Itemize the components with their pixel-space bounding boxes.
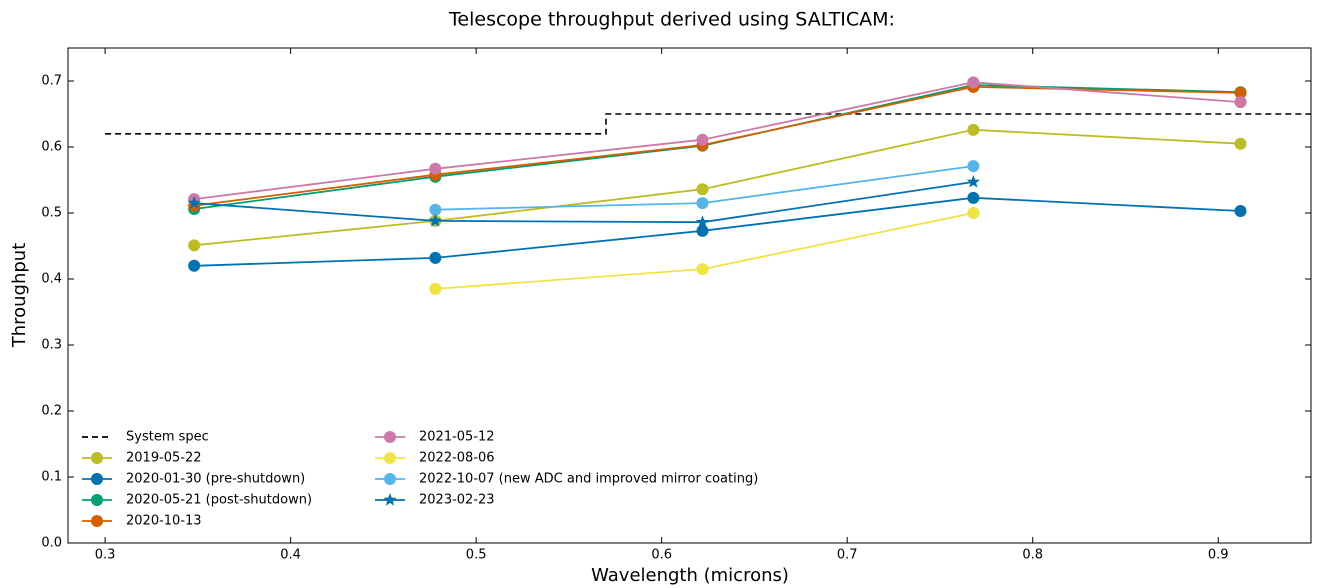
y-tick-label: 0.0 (41, 536, 62, 551)
data-point (188, 259, 201, 272)
legend-marker (384, 452, 396, 464)
x-tick-label: 0.4 (280, 548, 301, 563)
legend-marker (91, 452, 103, 464)
data-point (188, 239, 201, 252)
y-tick-label: 0.3 (41, 338, 62, 353)
x-tick-label: 0.9 (1208, 548, 1229, 563)
y-tick-label: 0.2 (41, 404, 62, 419)
data-point (429, 162, 442, 175)
data-point (966, 175, 980, 188)
data-point (696, 183, 709, 196)
x-tick-label: 0.6 (651, 548, 672, 563)
series-line (194, 81, 1241, 200)
series-line (194, 84, 1241, 210)
legend-label: 2022-10-07 (new ADC and improved mirror … (419, 472, 758, 487)
data-point (696, 263, 709, 276)
legend-label: System spec (126, 430, 209, 445)
y-tick-label: 0.6 (41, 140, 62, 155)
data-point (1234, 137, 1247, 150)
y-axis-label: Throughput (9, 243, 30, 349)
legend-label: 2023-02-23 (419, 493, 495, 508)
data-point (967, 123, 980, 136)
data-point (695, 215, 710, 228)
data-point (696, 224, 709, 237)
data-point (696, 197, 709, 210)
y-tick-label: 0.4 (41, 272, 62, 287)
data-point (187, 196, 201, 209)
legend-label: 2021-05-12 (419, 430, 495, 445)
data-point (429, 203, 442, 216)
legend-label: 2022-08-06 (419, 451, 495, 466)
series-line (194, 181, 974, 224)
legend-marker (91, 494, 103, 506)
chart-title: Telescope throughput derived using SALTI… (448, 9, 895, 31)
legend-label: 2020-05-21 (post-shutdown) (126, 493, 312, 508)
y-tick-label: 0.5 (41, 206, 62, 221)
x-tick-label: 0.8 (1022, 548, 1043, 563)
data-point (967, 160, 980, 173)
legend-marker (383, 493, 397, 506)
data-point (1234, 86, 1247, 99)
legend-marker (384, 431, 396, 443)
plot-frame (67, 47, 1312, 544)
y-tick-label: 0.1 (41, 470, 62, 485)
data-point (429, 251, 442, 264)
x-tick-label: 0.7 (837, 548, 858, 563)
legend-marker (91, 473, 103, 485)
y-tick-label: 0.7 (41, 74, 62, 89)
legend-marker (91, 515, 103, 527)
x-axis-label: Wavelength (microns) (591, 565, 789, 586)
x-tick-label: 0.3 (95, 548, 116, 563)
data-point (429, 282, 442, 295)
legend-label: 2020-10-13 (126, 514, 202, 529)
legend-label: 2019-05-22 (126, 451, 202, 466)
data-point (967, 76, 980, 89)
data-point (1234, 96, 1247, 109)
series-line (194, 196, 1241, 267)
legend-marker (384, 473, 396, 485)
series-line (105, 113, 1311, 135)
data-point (696, 133, 709, 146)
data-point (428, 213, 442, 227)
data-point (967, 191, 980, 204)
legend-label: 2020-01-30 (pre-shutdown) (126, 472, 305, 487)
data-point (1234, 205, 1247, 218)
data-point (967, 207, 980, 219)
x-tick-label: 0.5 (466, 548, 487, 563)
